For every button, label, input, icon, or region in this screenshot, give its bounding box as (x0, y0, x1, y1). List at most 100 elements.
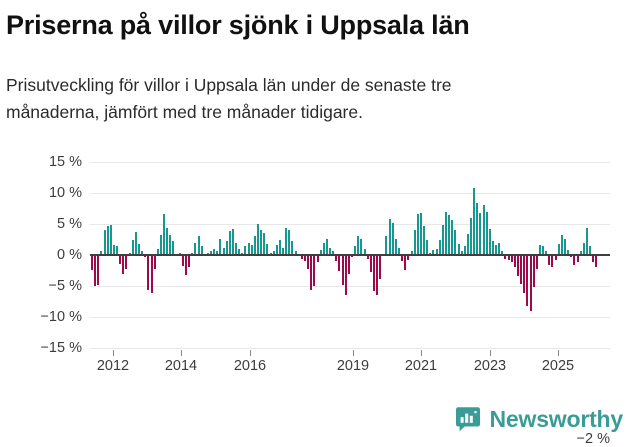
bar (417, 214, 419, 255)
bar (232, 228, 234, 255)
bar (94, 255, 96, 286)
bar (476, 202, 478, 255)
x-axis-tick (558, 350, 559, 356)
bar (392, 222, 394, 255)
bar (320, 250, 322, 255)
bar (194, 242, 196, 255)
bar (270, 252, 272, 255)
bar (483, 205, 485, 255)
x-axis-tick (353, 350, 354, 356)
bar (313, 255, 315, 286)
y-axis-tick-label: 5 % (57, 216, 82, 232)
bar (558, 243, 560, 255)
bar (495, 245, 497, 255)
bar (332, 251, 334, 255)
bar (454, 230, 456, 255)
bar (241, 252, 243, 255)
gridline (90, 286, 610, 287)
bar (191, 252, 193, 255)
bar (570, 255, 572, 258)
x-axis-tick-label: 2019 (336, 358, 370, 374)
bar (166, 228, 168, 255)
bar (564, 238, 566, 255)
bar (288, 230, 290, 255)
bar (329, 247, 331, 255)
bar (533, 255, 535, 288)
x-axis-tick (181, 350, 182, 356)
x-axis-tick (113, 350, 114, 356)
bar (201, 246, 203, 255)
bar (542, 246, 544, 255)
bar (216, 251, 218, 255)
bar (338, 255, 340, 272)
bar (426, 240, 428, 255)
y-axis-tick-label: 0 % (57, 247, 82, 263)
bar (461, 251, 463, 255)
x-axis-tick-label: 2012 (96, 358, 130, 374)
bar (561, 235, 563, 255)
bar (244, 246, 246, 255)
bar (295, 251, 297, 255)
bar (479, 212, 481, 255)
x-axis-tick-label: 2023 (473, 358, 507, 374)
bar (100, 251, 102, 255)
bar (567, 250, 569, 255)
newsworthy-logo[interactable]: Newsworthy (455, 403, 623, 435)
bar (514, 255, 516, 268)
bar (432, 250, 434, 255)
bar (151, 255, 153, 294)
bar (198, 236, 200, 255)
bar (389, 219, 391, 255)
bar (445, 211, 447, 255)
bar (467, 233, 469, 255)
y-axis-tick-label: 10 % (48, 185, 82, 201)
bar (354, 246, 356, 255)
bar (439, 240, 441, 255)
bar (317, 255, 319, 263)
bar (248, 242, 250, 255)
bar (141, 251, 143, 255)
bar (129, 252, 131, 255)
bar (110, 225, 112, 255)
bar (492, 241, 494, 255)
bar (429, 252, 431, 255)
bar (335, 255, 337, 262)
gridline (90, 193, 610, 194)
bar (360, 238, 362, 255)
bar (373, 255, 375, 291)
page-title: Priserna på villor sjönk i Uppsala län (6, 10, 470, 40)
last-value-annotation: −2 % (545, 431, 610, 447)
bar (304, 255, 306, 262)
bar (523, 255, 525, 294)
bar (498, 242, 500, 255)
bar (301, 255, 303, 259)
bar (291, 241, 293, 255)
bar (404, 255, 406, 270)
bar (188, 255, 190, 268)
bar (508, 255, 510, 260)
bar (414, 230, 416, 255)
bar (323, 242, 325, 255)
bar (436, 248, 438, 255)
bar (326, 238, 328, 255)
bar (367, 255, 369, 259)
bar (276, 245, 278, 255)
x-axis-tick-label: 2016 (233, 358, 267, 374)
bar (144, 255, 146, 258)
bar (160, 235, 162, 255)
x-axis-tick (250, 350, 251, 356)
bar (530, 255, 532, 311)
bar (116, 246, 118, 255)
bar (348, 255, 350, 274)
bar (229, 231, 231, 255)
y-axis-tick-label: 15 % (48, 154, 82, 170)
bar (548, 255, 550, 265)
bar (169, 235, 171, 255)
bar (147, 255, 149, 290)
bar (464, 246, 466, 255)
gridline (90, 162, 610, 163)
bar (489, 228, 491, 255)
bar (501, 251, 503, 255)
x-axis-tick-label: 2021 (404, 358, 438, 374)
